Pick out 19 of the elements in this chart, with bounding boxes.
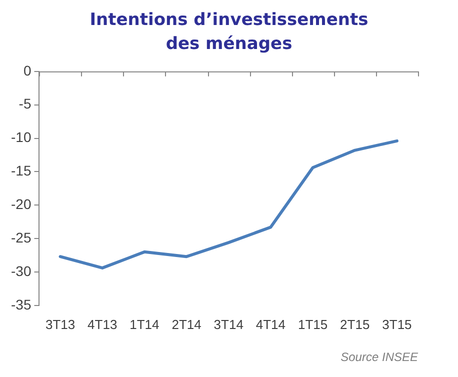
source-note: Source INSEE bbox=[340, 350, 418, 364]
y-tick-label: -10 bbox=[11, 129, 32, 146]
x-tick-label: 1T14 bbox=[130, 316, 160, 332]
y-tick-label: -35 bbox=[11, 296, 32, 312]
chart-title: Intentions d’investissements des ménages bbox=[88, 9, 370, 56]
x-tick-label: 1T15 bbox=[298, 316, 328, 332]
x-tick-label: 3T13 bbox=[45, 316, 76, 332]
x-tick-label: 2T15 bbox=[340, 316, 370, 332]
x-tick-label: 3T14 bbox=[214, 316, 244, 332]
x-tick-label: 4T14 bbox=[256, 316, 286, 332]
y-tick-label: -5 bbox=[18, 96, 32, 112]
y-tick-label: -20 bbox=[11, 196, 32, 212]
x-tick-label: 2T14 bbox=[172, 316, 202, 332]
y-tick-label: 0 bbox=[23, 62, 32, 78]
y-tick-label: -15 bbox=[11, 162, 32, 179]
x-tick-label: 4T13 bbox=[88, 316, 118, 332]
y-tick-label: -30 bbox=[11, 262, 32, 279]
x-tick-label: 3T15 bbox=[382, 316, 412, 332]
y-tick-label: -25 bbox=[11, 229, 32, 246]
